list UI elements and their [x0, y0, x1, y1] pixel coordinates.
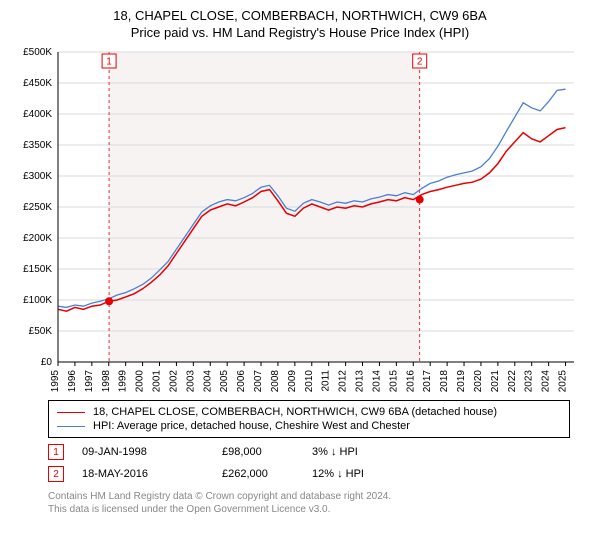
marker-date: 18-MAY-2016 [82, 468, 222, 480]
title-block: 18, CHAPEL CLOSE, COMBERBACH, NORTHWICH,… [0, 0, 600, 44]
marker-hpi: 3% ↓ HPI [312, 446, 358, 458]
svg-text:£250K: £250K [23, 202, 52, 213]
marker-hpi: 12% ↓ HPI [312, 468, 364, 480]
legend-row: 18, CHAPEL CLOSE, COMBERBACH, NORTHWICH,… [57, 405, 561, 419]
marker-row: 2 18-MAY-2016£262,00012% ↓ HPI [48, 466, 600, 482]
svg-text:2024: 2024 [541, 370, 552, 393]
svg-text:1995: 1995 [50, 370, 61, 393]
marker-badge: 1 [48, 444, 64, 460]
svg-text:2013: 2013 [355, 370, 366, 393]
svg-text:1996: 1996 [67, 370, 78, 393]
marker-price: £98,000 [222, 446, 312, 458]
legend-row: HPI: Average price, detached house, Ches… [57, 419, 561, 433]
svg-text:£500K: £500K [23, 47, 52, 58]
svg-text:2005: 2005 [219, 370, 230, 393]
svg-text:£450K: £450K [23, 78, 52, 89]
svg-text:2017: 2017 [422, 370, 433, 393]
footer-line-1: Contains HM Land Registry data © Crown c… [48, 490, 600, 503]
svg-text:2015: 2015 [388, 370, 399, 393]
svg-text:£400K: £400K [23, 109, 52, 120]
svg-text:2009: 2009 [287, 370, 298, 393]
svg-text:2025: 2025 [558, 370, 569, 393]
footer-line-2: This data is licensed under the Open Gov… [48, 503, 600, 516]
marker-price: £262,000 [222, 468, 312, 480]
svg-text:2006: 2006 [236, 370, 247, 393]
svg-text:£200K: £200K [23, 233, 52, 244]
svg-text:2020: 2020 [473, 370, 484, 393]
svg-text:£50K: £50K [29, 326, 53, 337]
price-chart: £0 £50K £100K £150K £200K £250K £300K £350K £400… [10, 44, 590, 394]
svg-text:£0: £0 [41, 357, 53, 368]
svg-text:£150K: £150K [23, 264, 52, 275]
svg-text:2007: 2007 [253, 370, 264, 393]
legend-label: 18, CHAPEL CLOSE, COMBERBACH, NORTHWICH,… [93, 406, 497, 418]
legend-swatch [57, 426, 85, 427]
footer: Contains HM Land Registry data © Crown c… [48, 490, 600, 516]
svg-text:1: 1 [106, 57, 112, 68]
svg-text:2023: 2023 [524, 370, 535, 393]
svg-text:1998: 1998 [101, 370, 112, 393]
svg-text:£100K: £100K [23, 295, 52, 306]
marker-badge: 2 [48, 466, 64, 482]
svg-text:2021: 2021 [490, 370, 501, 393]
svg-text:2002: 2002 [168, 370, 179, 393]
title-sub: Price paid vs. HM Land Registry's House … [10, 25, 590, 40]
svg-text:2011: 2011 [321, 370, 332, 392]
svg-text:1999: 1999 [118, 370, 129, 393]
svg-text:2018: 2018 [439, 370, 450, 393]
marker-date: 09-JAN-1998 [82, 446, 222, 458]
svg-text:2010: 2010 [304, 370, 315, 393]
svg-text:1997: 1997 [84, 370, 95, 393]
svg-text:2014: 2014 [371, 370, 382, 393]
svg-text:2022: 2022 [507, 370, 518, 393]
svg-text:2001: 2001 [152, 370, 163, 393]
svg-text:£350K: £350K [23, 140, 52, 151]
legend-swatch [57, 412, 85, 413]
marker-row: 1 09-JAN-1998£98,0003% ↓ HPI [48, 444, 600, 460]
svg-text:2004: 2004 [202, 370, 213, 393]
svg-text:2008: 2008 [270, 370, 281, 393]
svg-text:2000: 2000 [135, 370, 146, 393]
svg-text:£300K: £300K [23, 171, 52, 182]
svg-text:2019: 2019 [456, 370, 467, 393]
svg-text:2: 2 [417, 57, 423, 68]
svg-text:2012: 2012 [338, 370, 349, 393]
svg-text:2016: 2016 [405, 370, 416, 393]
legend-label: HPI: Average price, detached house, Ches… [93, 420, 410, 432]
legend: 18, CHAPEL CLOSE, COMBERBACH, NORTHWICH,… [48, 400, 570, 438]
title-main: 18, CHAPEL CLOSE, COMBERBACH, NORTHWICH,… [10, 8, 590, 23]
svg-text:2003: 2003 [185, 370, 196, 393]
